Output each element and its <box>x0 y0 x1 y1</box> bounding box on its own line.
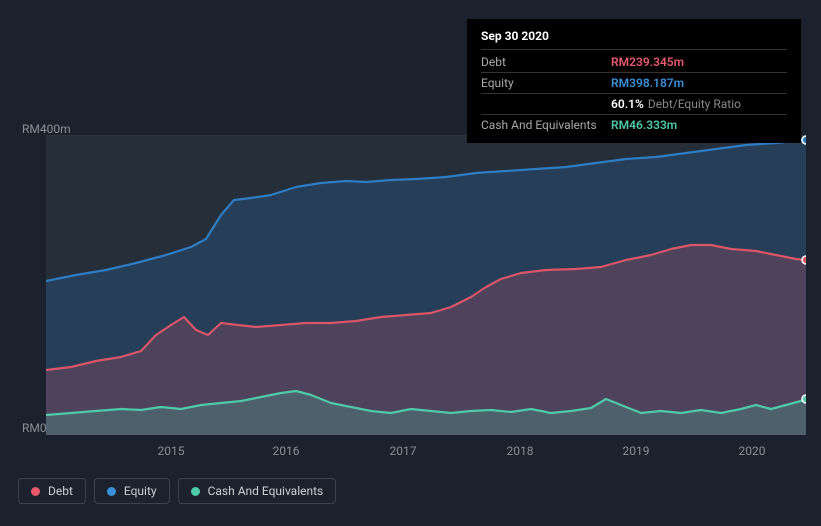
tooltip-row: DebtRM239.345m <box>481 52 787 73</box>
y-axis-top-label: RM400m <box>22 122 71 136</box>
tooltip-row: 60.1%Debt/Equity Ratio <box>481 94 787 115</box>
legend: Debt Equity Cash And Equivalents <box>18 478 336 504</box>
x-tick: 2015 <box>158 444 185 458</box>
y-axis-bottom-label: RM0 <box>22 421 47 435</box>
x-tick: 2016 <box>273 444 300 458</box>
tooltip-row-label: Debt <box>481 53 611 71</box>
legend-label: Debt <box>48 484 73 498</box>
x-tick: 2017 <box>390 444 417 458</box>
legend-item-debt[interactable]: Debt <box>18 478 86 504</box>
tooltip-row-value: RM239.345m <box>611 53 684 71</box>
chart-tooltip: Sep 30 2020 DebtRM239.345mEquityRM398.18… <box>467 19 801 143</box>
tooltip-row-sub: Debt/Equity Ratio <box>648 95 741 113</box>
series-endpoint-equity <box>802 136 806 144</box>
tooltip-row: EquityRM398.187m <box>481 73 787 94</box>
legend-item-equity[interactable]: Equity <box>94 478 170 504</box>
legend-label: Equity <box>124 484 157 498</box>
legend-item-cash-and-equivalents[interactable]: Cash And Equivalents <box>178 478 337 504</box>
tooltip-row-value: RM46.333m <box>611 116 677 134</box>
chart-svg <box>46 135 806 435</box>
tooltip-row-label: Equity <box>481 74 611 92</box>
tooltip-row-label: Cash And Equivalents <box>481 116 611 134</box>
tooltip-date: Sep 30 2020 <box>481 27 787 50</box>
tooltip-row: Cash And EquivalentsRM46.333m <box>481 115 787 135</box>
x-tick: 2019 <box>623 444 650 458</box>
series-endpoint-cash <box>802 395 806 403</box>
tooltip-row-value: 60.1% <box>611 95 644 113</box>
legend-label: Cash And Equivalents <box>208 484 324 498</box>
x-tick: 2018 <box>507 444 534 458</box>
legend-dot-icon <box>107 487 116 496</box>
tooltip-row-value: RM398.187m <box>611 74 684 92</box>
legend-dot-icon <box>31 487 40 496</box>
tooltip-row-label <box>481 95 611 113</box>
series-endpoint-debt <box>802 256 806 264</box>
x-tick: 2020 <box>739 444 766 458</box>
legend-dot-icon <box>191 487 200 496</box>
